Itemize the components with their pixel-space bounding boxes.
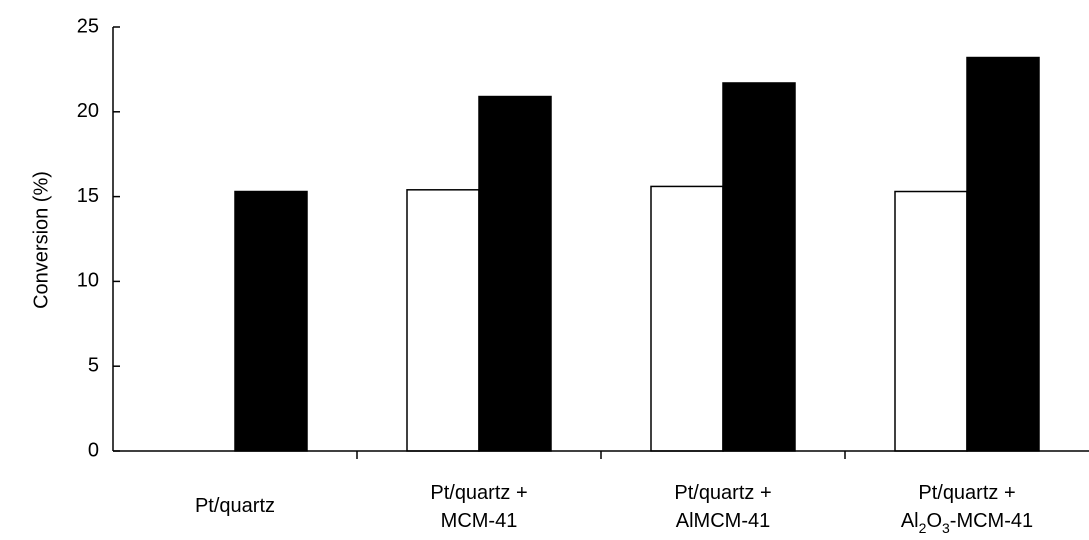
y-tick-label: 15 xyxy=(77,185,99,207)
bar xyxy=(894,190,968,452)
y-tick-label: 0 xyxy=(88,439,99,461)
x-tick-label: Pt/quartz + Al2O3-MCM-41 xyxy=(901,482,1033,536)
x-tick-label: Pt/quartz xyxy=(195,495,275,517)
bar xyxy=(966,56,1040,452)
x-tick-label: Pt/quartz + AlMCM-41 xyxy=(674,482,771,532)
y-tick-label: 10 xyxy=(77,270,99,292)
bar xyxy=(478,95,552,452)
y-tick-label: 25 xyxy=(77,15,99,37)
y-tick-label: 20 xyxy=(77,100,99,122)
y-axis-label: Conversion (%) xyxy=(30,171,52,309)
x-tick-label: Pt/quartz + MCM-41 xyxy=(430,482,527,532)
y-tick-label: 5 xyxy=(88,354,99,376)
bar xyxy=(722,82,796,452)
bar xyxy=(406,189,480,452)
bar xyxy=(234,190,308,452)
bar xyxy=(650,185,724,452)
